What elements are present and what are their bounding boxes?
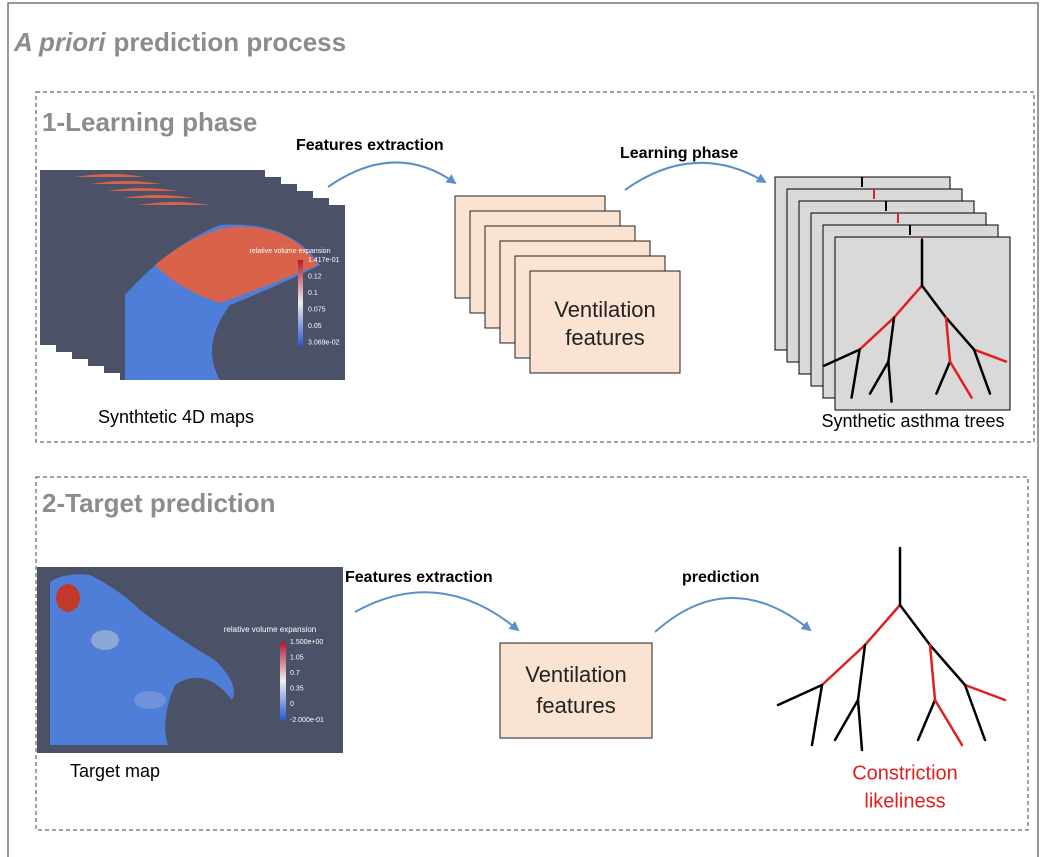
- colorbar-label: 0.12: [308, 273, 322, 280]
- map-region: [50, 574, 234, 745]
- result-label: likeliness: [864, 790, 945, 812]
- branch: [833, 698, 860, 742]
- arrow-label: Learning phase: [620, 145, 738, 162]
- branch: [823, 348, 861, 367]
- caption: Synthtetic 4D maps: [98, 407, 254, 427]
- colorbar-title: relative volume expansion: [250, 248, 331, 255]
- target-map: relative volume expansion 1.500e+00 1.05 0…: [37, 567, 343, 753]
- branch: [810, 683, 824, 747]
- tree-stack: [774, 176, 1011, 411]
- arrow: [327, 161, 457, 188]
- constricted-branch: [963, 683, 1007, 702]
- branch: [856, 698, 864, 752]
- caption: Target map: [70, 761, 160, 781]
- branch: [928, 643, 967, 687]
- colorbar-label: 1.417e-01: [308, 257, 340, 264]
- colorbar-label: 0.075: [308, 306, 326, 313]
- section-box: [35, 91, 1035, 443]
- constricted-branch: [972, 348, 1008, 363]
- branch: [850, 348, 861, 399]
- section-title: 2-Target prediction: [42, 488, 276, 518]
- colorbar-label: 0: [290, 701, 294, 708]
- constricted-branch: [948, 360, 973, 399]
- map-hotspot: [56, 584, 80, 612]
- airway-tree: [776, 546, 1007, 752]
- feature-box: [499, 642, 653, 739]
- arrow: [654, 597, 812, 633]
- title: A priori prediction process: [13, 27, 346, 57]
- caption: Synthetic asthma trees: [821, 411, 1004, 431]
- result-label: Constriction: [852, 762, 958, 784]
- colorbar-title: relative volume expansion: [224, 625, 317, 634]
- branch: [856, 643, 867, 702]
- constricted-branch: [892, 284, 924, 319]
- constricted-branch: [928, 643, 937, 702]
- branch: [868, 360, 890, 395]
- arrow: [624, 161, 767, 191]
- box-text: Ventilation: [554, 297, 656, 322]
- title-rest: prediction process: [113, 27, 346, 57]
- colorbar-label: -2.000e-01: [290, 717, 324, 724]
- colorbar-label: 1.500e+00: [290, 639, 323, 646]
- colorbar-label: 0.05: [308, 323, 322, 330]
- branch: [963, 683, 987, 742]
- constricted-branch: [863, 603, 902, 647]
- branch: [920, 284, 948, 319]
- colorbar-label: 0.1: [308, 290, 318, 297]
- branch: [776, 683, 824, 707]
- constricted-branch: [820, 643, 867, 687]
- box-text: features: [536, 693, 616, 718]
- arrows: [327, 161, 812, 633]
- colorbar-label: 0.35: [290, 686, 304, 693]
- map-spot: [91, 630, 119, 650]
- colorbar-label: 0.7: [290, 670, 300, 677]
- map-spot: [134, 691, 166, 709]
- branch: [887, 360, 893, 403]
- box-text: Ventilation: [525, 662, 627, 687]
- tree: [776, 546, 1007, 752]
- feature-box: [529, 270, 681, 374]
- branch: [935, 360, 952, 395]
- colorbar-label: 3.069e-02: [308, 339, 340, 346]
- constricted-branch: [858, 316, 896, 351]
- colorbar-label: 1.05: [290, 654, 304, 661]
- map-frame: relative volume expansion 1.417e-01 0.12 0.…: [120, 205, 345, 380]
- section-box: [35, 476, 1029, 831]
- arrow-label: prediction: [682, 569, 759, 586]
- tree: [823, 238, 1008, 403]
- arrow: [354, 591, 520, 632]
- title-italic: A priori: [13, 27, 106, 57]
- branch: [916, 698, 937, 742]
- constricted-branch: [933, 698, 964, 747]
- box-text: features: [565, 325, 645, 350]
- map-stack: relative volume expansion 1.417e-01 0.12 0.…: [40, 170, 345, 380]
- constricted-branch: [944, 316, 952, 363]
- colorbar: [280, 642, 286, 720]
- branch: [887, 316, 896, 363]
- branch: [944, 316, 976, 351]
- branch: [898, 603, 932, 647]
- outer-frame: [7, 2, 1039, 857]
- arrow-label: Features extraction: [345, 569, 493, 586]
- map-region: [155, 226, 318, 303]
- arrow-label: Features extraction: [296, 137, 444, 154]
- colorbar: [298, 260, 303, 345]
- feature-stack: [454, 195, 681, 374]
- branch: [972, 348, 992, 395]
- section-title: 1-Learning phase: [42, 107, 257, 137]
